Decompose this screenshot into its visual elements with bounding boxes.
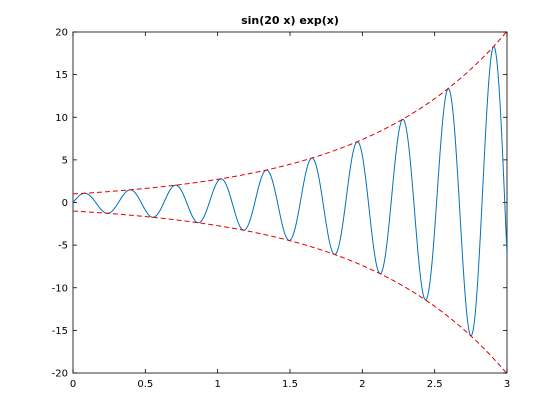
y-tick-label: -5 — [58, 241, 68, 252]
plot-area: 0 0.5 1 1.5 2 2.5 3 -20 -15 -10 -5 0 5 10 15 20 — [52, 28, 511, 391]
x-tick-label: 0.5 — [137, 379, 153, 390]
x-tick-label: 2.5 — [427, 379, 443, 390]
y-tick-label: 15 — [55, 70, 68, 81]
y-tick-label: 10 — [55, 113, 68, 124]
x-tick-label: 3 — [504, 379, 510, 390]
series-line-lower-envelope — [73, 210, 507, 373]
y-tick-label: -15 — [52, 326, 68, 337]
y-tick-label: -20 — [52, 369, 68, 380]
y-tick-label: -10 — [52, 283, 68, 294]
y-axis: -20 -15 -10 -5 0 5 10 15 20 — [52, 28, 507, 380]
y-tick-label: 0 — [62, 198, 68, 209]
series-line-upper-envelope — [73, 32, 507, 195]
y-tick-label: 5 — [62, 155, 68, 166]
series-group — [73, 32, 507, 373]
x-axis: 0 0.5 1 1.5 2 2.5 3 — [70, 32, 510, 390]
x-tick-label: 1.5 — [282, 379, 298, 390]
x-tick-label: 2 — [359, 379, 365, 390]
y-tick-label: 20 — [55, 28, 68, 39]
x-tick-label: 0 — [70, 379, 76, 390]
chart-title: sin(20 x) exp(x) — [241, 14, 339, 27]
x-tick-label: 1 — [214, 379, 220, 390]
